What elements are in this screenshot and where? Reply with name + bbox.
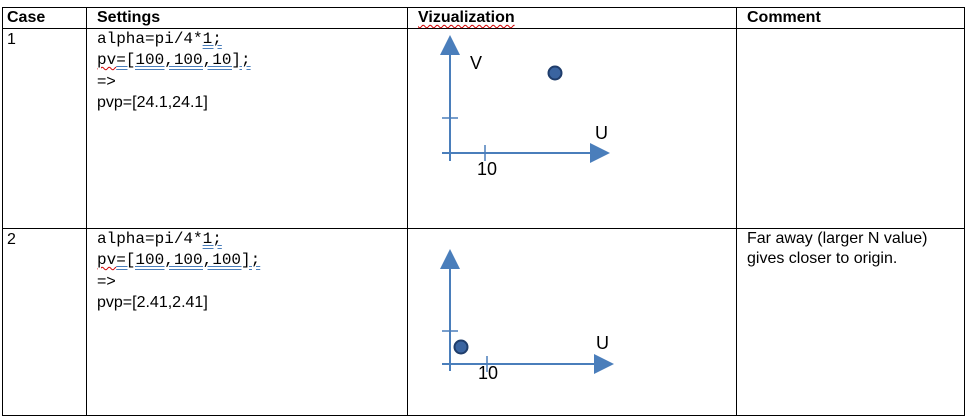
header-comment: Comment xyxy=(736,7,965,29)
alpha-suffix: 1; xyxy=(202,230,222,248)
tick-label: 10 xyxy=(478,363,498,383)
case-number: 1 xyxy=(2,28,87,229)
arrow-line: => xyxy=(97,73,116,90)
pvp-line: pvp=[24.1,24.1] xyxy=(97,94,208,111)
table-row: 1 alpha=pi/4*1; pv=[100,100,10]; => pvp=… xyxy=(2,28,965,229)
visualization-header-text: Vizualization xyxy=(418,9,515,26)
pv-line: pv=[100,100,100]; xyxy=(97,250,403,271)
comment-cell: Far away (larger N value) gives closer t… xyxy=(736,228,965,416)
alpha-prefix: alpha=pi/4* xyxy=(97,230,203,248)
pv-values: =[100,100,100]; xyxy=(116,251,261,269)
table-row: 2 alpha=pi/4*1; pv=[100,100,100]; => pvp… xyxy=(2,228,965,416)
header-settings: Settings xyxy=(86,7,408,29)
header-case: Case xyxy=(2,7,87,29)
visualization-cell: V U 10 xyxy=(407,28,737,229)
axis-label-u: U xyxy=(595,123,608,143)
pv-line: pv=[100,100,10]; xyxy=(97,50,403,71)
visualization-cell: U 10 xyxy=(407,228,737,416)
axis-label-u: U xyxy=(596,333,609,353)
settings-cell: alpha=pi/4*1; pv=[100,100,10]; => pvp=[2… xyxy=(86,28,408,229)
header-visualization: Vizualization xyxy=(407,7,737,29)
case-number: 2 xyxy=(2,228,87,416)
alpha-suffix: 1; xyxy=(202,30,222,48)
visualization-diagram-1: V U 10 xyxy=(440,35,610,179)
pv-prefix: pv xyxy=(97,251,117,269)
tick-label: 10 xyxy=(477,159,497,179)
pv-prefix: pv xyxy=(97,51,117,69)
axis-label-v: V xyxy=(470,53,482,73)
projected-point xyxy=(547,65,563,81)
alpha-prefix: alpha=pi/4* xyxy=(97,30,203,48)
pvp-line: pvp=[2.41,2.41] xyxy=(97,294,208,311)
alpha-line: alpha=pi/4*1; xyxy=(97,29,403,50)
results-table: Case Settings Vizualization Comment 1 al… xyxy=(2,7,965,416)
settings-cell: alpha=pi/4*1; pv=[100,100,100]; => pvp=[… xyxy=(86,228,408,416)
pv-values: =[100,100,10]; xyxy=(116,51,251,69)
alpha-line: alpha=pi/4*1; xyxy=(97,229,403,250)
header-row: Case Settings Vizualization Comment xyxy=(2,7,965,29)
visualization-diagram-2: U 10 xyxy=(440,249,614,383)
comment-cell xyxy=(736,28,965,229)
arrow-line: => xyxy=(97,273,116,290)
projected-point xyxy=(453,339,469,355)
